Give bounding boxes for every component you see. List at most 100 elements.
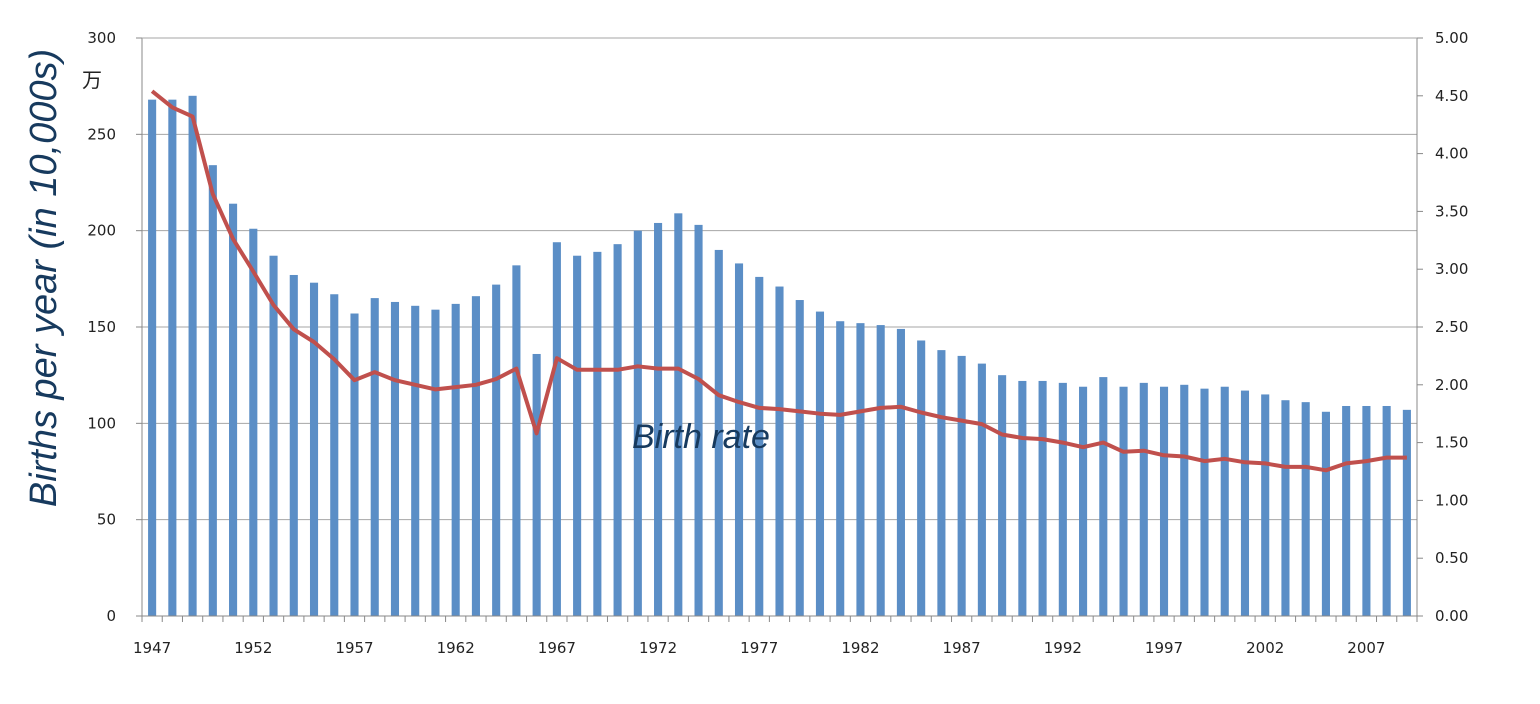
bar bbox=[168, 99, 177, 617]
line-series-birth-rate bbox=[150, 89, 1407, 473]
bar bbox=[370, 298, 379, 616]
bar bbox=[1220, 386, 1229, 616]
bar bbox=[654, 222, 663, 616]
bar bbox=[815, 311, 825, 616]
bar bbox=[492, 284, 501, 616]
x-tick-label: 1972 bbox=[639, 639, 677, 657]
bar bbox=[1321, 411, 1330, 616]
right-tick-label: 2.00 bbox=[1435, 376, 1468, 394]
x-tick-label: 1962 bbox=[437, 639, 475, 657]
bar bbox=[593, 251, 602, 617]
right-tick-label: 0.00 bbox=[1435, 607, 1468, 625]
bar bbox=[229, 203, 238, 616]
bar bbox=[775, 286, 784, 616]
bar bbox=[208, 165, 217, 616]
bar bbox=[1099, 377, 1108, 616]
bar bbox=[451, 303, 460, 616]
x-tick-label: 1957 bbox=[335, 639, 373, 657]
x-tick-label: 1992 bbox=[1044, 639, 1082, 657]
left-tick-label: 200 bbox=[87, 222, 116, 240]
x-tick-label: 1977 bbox=[740, 639, 778, 657]
left-tick-label: 250 bbox=[87, 125, 116, 143]
birth-rate-line bbox=[150, 89, 1407, 473]
bar bbox=[674, 213, 683, 616]
bar bbox=[1058, 382, 1067, 616]
bar bbox=[148, 99, 157, 617]
bar bbox=[937, 350, 946, 616]
bar bbox=[411, 305, 420, 616]
right-tick-label: 4.00 bbox=[1435, 145, 1468, 163]
bar bbox=[755, 276, 764, 616]
bar bbox=[269, 255, 278, 617]
bar bbox=[1281, 400, 1290, 616]
bar bbox=[998, 375, 1007, 616]
bar bbox=[714, 249, 723, 616]
bar bbox=[249, 228, 258, 617]
bar bbox=[390, 301, 400, 616]
x-tick-label: 1987 bbox=[943, 639, 981, 657]
bar bbox=[1119, 386, 1128, 616]
x-tick-label: 1952 bbox=[234, 639, 272, 657]
bar bbox=[1018, 380, 1027, 616]
bar bbox=[573, 255, 582, 617]
right-tick-label: 3.00 bbox=[1435, 260, 1468, 278]
bar bbox=[633, 230, 642, 616]
bar bbox=[1362, 405, 1371, 616]
bar bbox=[532, 353, 541, 616]
x-axis-ticks: 1947 1952 1957 1962 1967 1972 1977 1982 1987 1992… bbox=[133, 616, 1418, 657]
bar bbox=[957, 355, 966, 616]
left-tick-label: 150 bbox=[87, 318, 116, 336]
bar bbox=[836, 321, 845, 616]
x-tick-label: 2002 bbox=[1246, 639, 1284, 657]
bar bbox=[917, 340, 926, 616]
x-tick-label: 2007 bbox=[1347, 639, 1385, 657]
bar bbox=[471, 296, 480, 616]
right-tick-label: 5.00 bbox=[1435, 29, 1468, 47]
x-tick-label: 1997 bbox=[1145, 639, 1183, 657]
left-tick-label: 300 bbox=[87, 29, 116, 47]
right-tick-label: 4.50 bbox=[1435, 87, 1468, 105]
bar bbox=[1382, 405, 1391, 616]
bar bbox=[1261, 394, 1270, 616]
bar bbox=[856, 323, 865, 616]
bar bbox=[896, 328, 905, 616]
bar bbox=[1180, 384, 1189, 616]
left-tick-label: 100 bbox=[87, 414, 116, 432]
bar-series-births bbox=[148, 95, 1411, 617]
bar bbox=[1240, 390, 1250, 616]
bar bbox=[694, 224, 703, 617]
right-tick-label: 1.00 bbox=[1435, 491, 1468, 509]
left-tick-label: 0 bbox=[106, 607, 116, 625]
bar bbox=[876, 325, 885, 616]
right-axis-ticks: 0.00 0.50 1.00 1.50 2.00 2.50 3.00 3.50 4.00 4.50… bbox=[1417, 29, 1468, 625]
right-tick-label: 0.50 bbox=[1435, 549, 1468, 567]
y-axis-unit-mark: 万 bbox=[82, 68, 102, 92]
bar bbox=[734, 263, 744, 616]
bar bbox=[1139, 382, 1148, 616]
bar bbox=[309, 282, 319, 616]
left-axis-ticks: 0 50 100 150 200 250 300 bbox=[87, 29, 142, 625]
x-tick-label: 1982 bbox=[841, 639, 879, 657]
bar bbox=[1200, 388, 1209, 616]
right-tick-label: 1.50 bbox=[1435, 434, 1468, 452]
bar bbox=[795, 300, 804, 616]
x-tick-label: 1947 bbox=[133, 639, 171, 657]
bar bbox=[350, 313, 359, 616]
bar bbox=[188, 95, 197, 617]
y-axis-title: Births per year (in 10,000s) bbox=[23, 49, 65, 507]
bar bbox=[1342, 405, 1351, 616]
right-tick-label: 3.50 bbox=[1435, 202, 1468, 220]
bar bbox=[1159, 386, 1169, 616]
bar bbox=[1402, 409, 1411, 616]
bar bbox=[330, 294, 339, 616]
bar bbox=[977, 363, 986, 616]
left-tick-label: 50 bbox=[97, 511, 116, 529]
right-tick-label: 2.50 bbox=[1435, 318, 1468, 336]
bar bbox=[1301, 402, 1310, 616]
series-label-birth-rate: Birth rate bbox=[632, 418, 770, 456]
bar bbox=[552, 242, 561, 616]
bar bbox=[512, 265, 521, 616]
bar bbox=[613, 244, 622, 617]
bar bbox=[431, 309, 440, 616]
